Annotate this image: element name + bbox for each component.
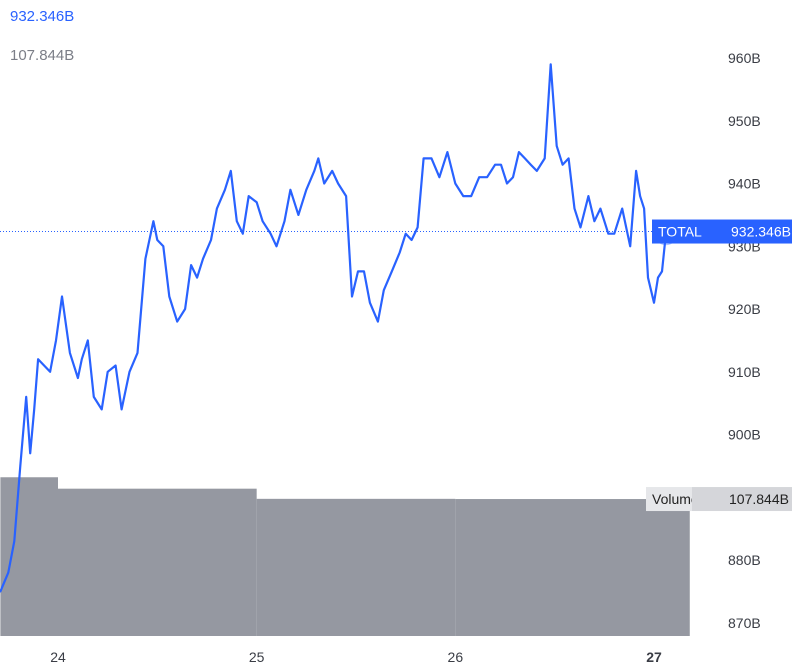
price-tag-box xyxy=(652,219,792,244)
volume-tag-name: Volume xyxy=(652,491,699,507)
volume-tag-name-box xyxy=(646,487,692,512)
x-tick-label: 24 xyxy=(50,649,66,665)
y-tick-label: 870B xyxy=(728,615,761,631)
y-tick-label: 950B xyxy=(728,113,761,129)
x-tick-label: 26 xyxy=(448,649,464,665)
volume-bar xyxy=(58,488,257,636)
x-tick-label: 27 xyxy=(646,649,662,665)
volume-tag-value-box xyxy=(692,487,792,512)
y-tick-label: 940B xyxy=(728,176,761,192)
volume-bar xyxy=(455,499,690,636)
y-tick-label: 900B xyxy=(728,427,761,443)
price-tag-series-name: TOTAL xyxy=(658,224,702,240)
legend-volume-value: 107.844B xyxy=(10,47,75,64)
price-line-series[interactable] xyxy=(0,63,668,593)
y-tick-label: 880B xyxy=(728,552,761,568)
volume-bar xyxy=(0,477,58,636)
volume-bar xyxy=(256,498,456,636)
y-tick-label: 960B xyxy=(728,50,761,66)
y-tick-label: 920B xyxy=(728,301,761,317)
x-tick-label: 25 xyxy=(249,649,265,665)
volume-tag-value: 107.844B xyxy=(729,491,789,507)
price-tag-value: 932.346B xyxy=(731,224,791,240)
legend-price-value: 932.346B xyxy=(10,8,75,25)
y-tick-label: 910B xyxy=(728,364,761,380)
